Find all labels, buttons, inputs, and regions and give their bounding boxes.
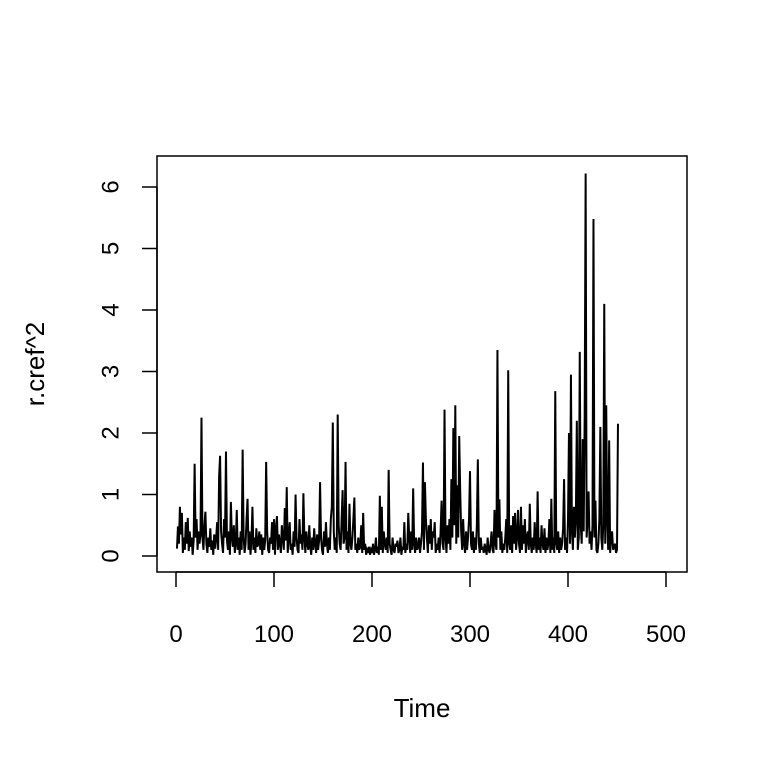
y-tick-label: 1 xyxy=(97,488,124,501)
y-tick-label: 5 xyxy=(97,242,124,255)
x-tick-label: 400 xyxy=(548,621,588,648)
y-tick-label: 0 xyxy=(97,549,124,562)
x-tick-label: 100 xyxy=(254,621,294,648)
x-axis: 0 100 200 300 400 500 xyxy=(169,571,686,648)
x-axis-title: Time xyxy=(394,693,451,723)
x-tick-label: 0 xyxy=(169,621,182,648)
series-line xyxy=(175,173,619,555)
x-tick-label: 500 xyxy=(646,621,686,648)
y-tick-label: 3 xyxy=(97,365,124,378)
plot-frame xyxy=(156,155,688,573)
x-tick-label: 300 xyxy=(450,621,490,648)
y-tick-label: 4 xyxy=(97,303,124,316)
y-tick-label: 2 xyxy=(97,426,124,439)
x-tick-label: 200 xyxy=(352,621,392,648)
y-tick-label: 6 xyxy=(97,180,124,193)
y-axis-title: r.cref^2 xyxy=(20,322,50,406)
